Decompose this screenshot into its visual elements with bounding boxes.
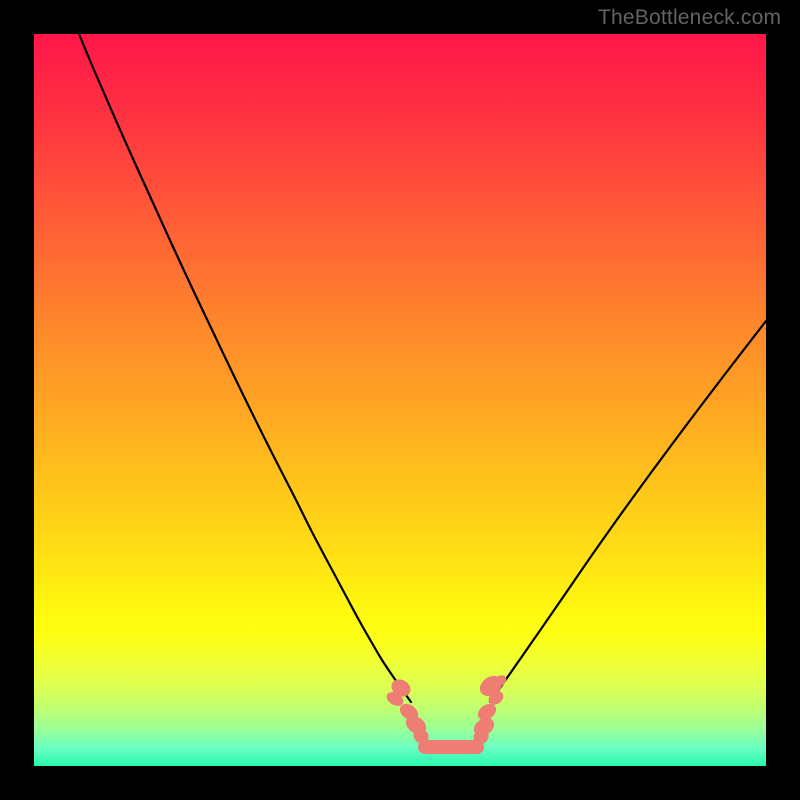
watermark-text: TheBottleneck.com [598,6,781,30]
bottleneck-chart [0,0,800,800]
marker-bottom-bar [418,740,484,754]
chart-background [34,34,766,766]
